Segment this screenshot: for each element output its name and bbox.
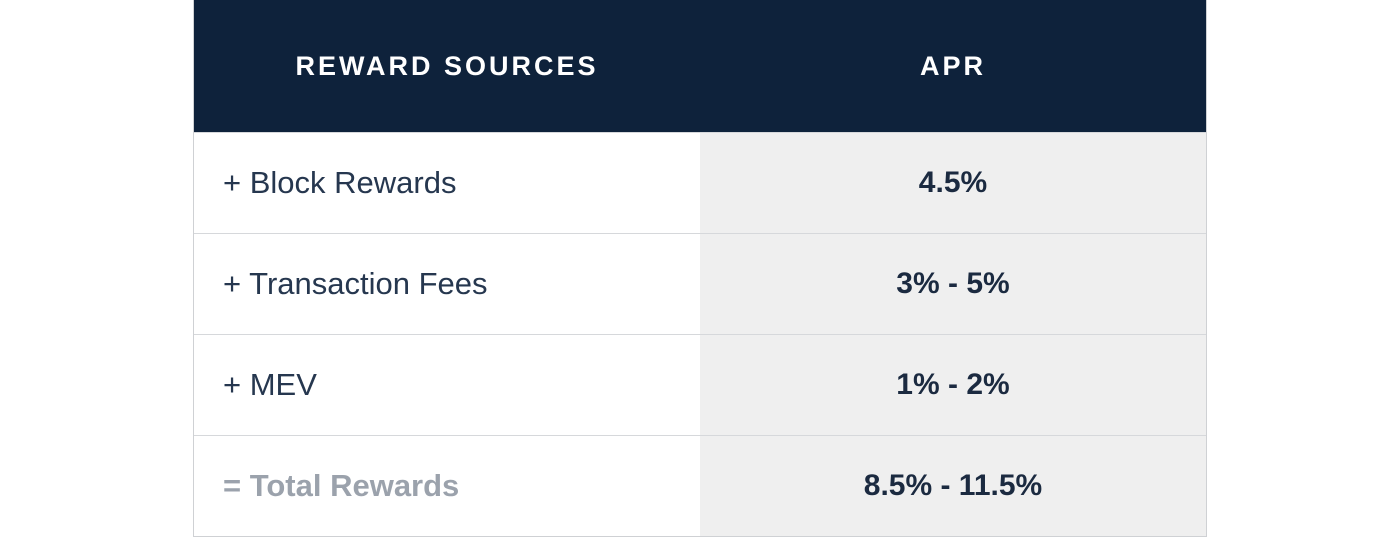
reward-sources-table: REWARD SOURCES APR + Block Rewards 4.5% … [193,0,1207,537]
table-row-total-rewards: = Total Rewards 8.5% - 11.5% [194,435,1206,536]
row-apr-value: 4.5% [700,133,1206,233]
row-source-label: + Transaction Fees [194,234,700,334]
row-apr-value: 1% - 2% [700,335,1206,435]
row-source-label: + Block Rewards [194,133,700,233]
table-header: REWARD SOURCES APR [194,0,1206,132]
header-reward-sources: REWARD SOURCES [295,50,599,81]
table-row-mev: + MEV 1% - 2% [194,334,1206,435]
table-row-block-rewards: + Block Rewards 4.5% [194,132,1206,233]
table-row-transaction-fees: + Transaction Fees 3% - 5% [194,233,1206,334]
row-apr-value: 8.5% - 11.5% [700,436,1206,536]
row-apr-value: 3% - 5% [700,234,1206,334]
row-source-label: + MEV [194,335,700,435]
row-source-label: = Total Rewards [194,436,700,536]
header-apr: APR [919,50,986,81]
